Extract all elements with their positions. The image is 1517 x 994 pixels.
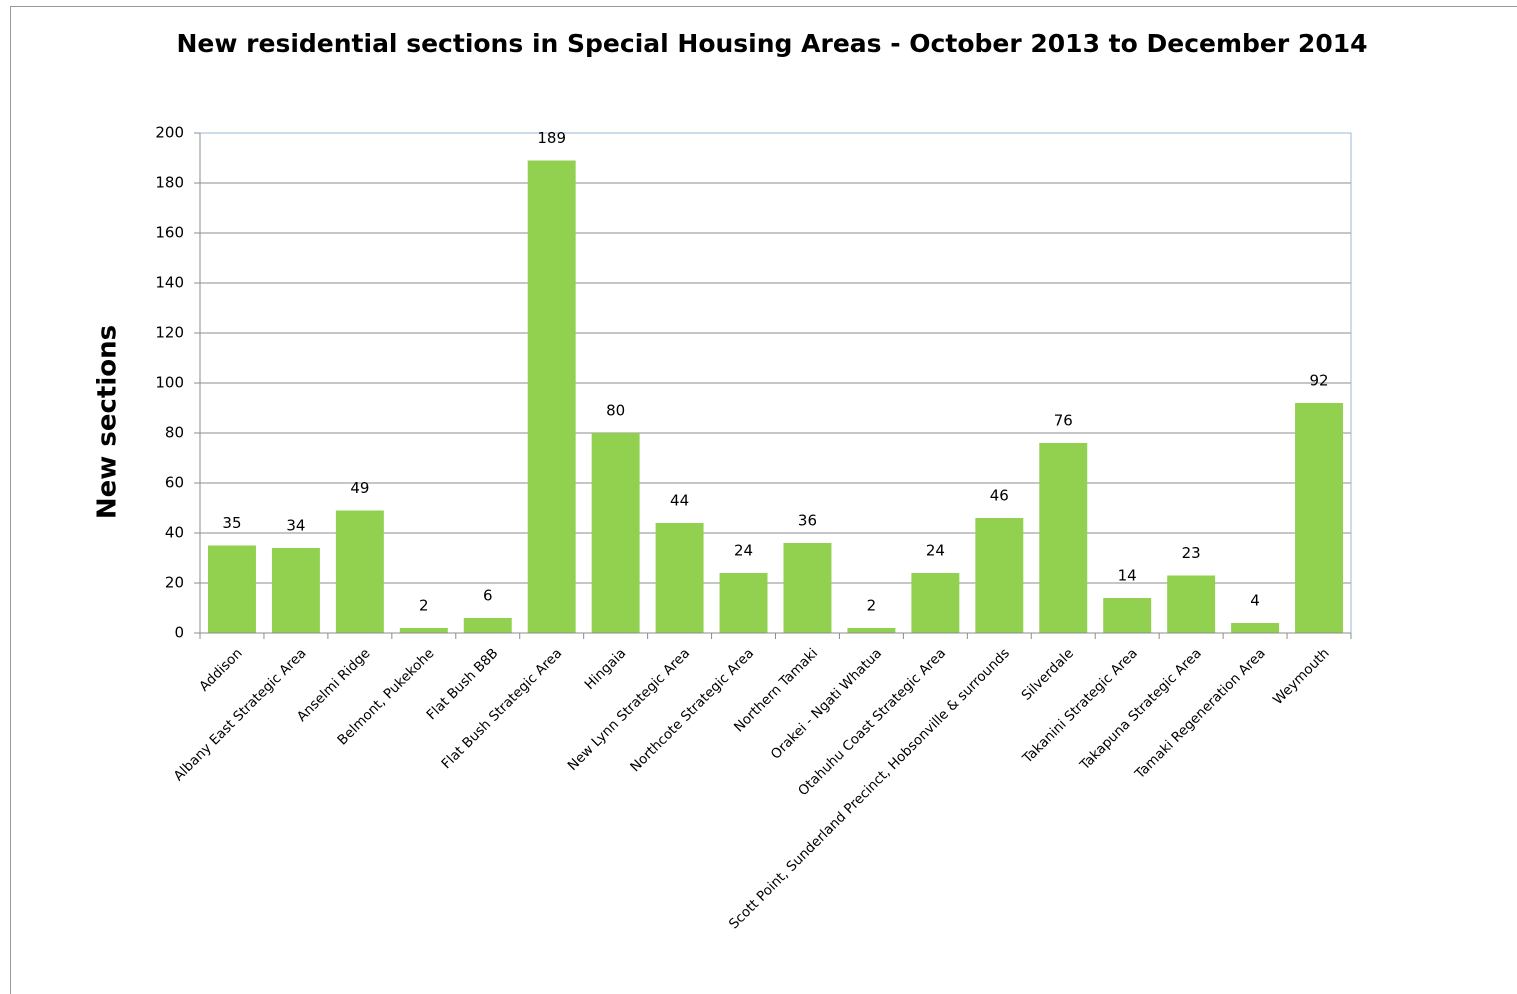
bar bbox=[1167, 575, 1216, 633]
y-axis-label: New sections bbox=[93, 325, 123, 519]
data-label: 44 bbox=[670, 492, 689, 510]
y-tick-label: 120 bbox=[155, 324, 184, 342]
bar bbox=[1295, 403, 1344, 633]
bar bbox=[527, 160, 576, 633]
bar bbox=[1039, 443, 1088, 633]
data-label: 23 bbox=[1182, 544, 1201, 562]
chart-title: New residential sections in Special Hous… bbox=[176, 29, 1367, 58]
chart-border bbox=[10, 6, 1517, 994]
y-tick-label: 100 bbox=[155, 374, 184, 392]
y-tick-label: 20 bbox=[165, 574, 184, 592]
x-tick-label: Addison bbox=[196, 645, 245, 694]
data-label: 34 bbox=[286, 517, 305, 535]
y-tick-label: 40 bbox=[165, 524, 184, 542]
bar bbox=[591, 433, 640, 633]
bar bbox=[719, 573, 768, 633]
data-label: 46 bbox=[990, 487, 1009, 505]
x-tick-label: Orakei - Ngati Whatua bbox=[768, 645, 885, 762]
data-label: 2 bbox=[867, 597, 877, 615]
bar bbox=[399, 628, 448, 633]
x-tick-label: Flat Bush Strategic Area bbox=[438, 645, 565, 772]
bar bbox=[271, 548, 320, 633]
y-tick-label: 180 bbox=[155, 174, 184, 192]
data-label: 189 bbox=[537, 129, 566, 147]
data-label: 24 bbox=[926, 542, 945, 560]
bar bbox=[207, 545, 256, 633]
bar bbox=[1231, 623, 1280, 633]
x-tick-label: Albany East Strategic Area bbox=[171, 645, 310, 784]
bar bbox=[975, 518, 1024, 633]
bar bbox=[911, 573, 960, 633]
x-tick-label: Silverdale bbox=[1019, 645, 1077, 703]
bar bbox=[783, 543, 832, 633]
x-tick-label: Weymouth bbox=[1270, 645, 1333, 708]
x-tick-label: Northcote Strategic Area bbox=[627, 645, 757, 775]
y-tick-label: 80 bbox=[165, 424, 184, 442]
y-tick-label: 200 bbox=[155, 124, 184, 142]
data-label: 80 bbox=[606, 402, 625, 420]
data-label: 92 bbox=[1309, 372, 1328, 390]
data-label: 49 bbox=[350, 479, 369, 497]
y-tick-label: 160 bbox=[155, 224, 184, 242]
data-label: 36 bbox=[798, 512, 817, 530]
data-label: 14 bbox=[1118, 567, 1137, 585]
bar bbox=[335, 510, 384, 633]
y-tick-label: 140 bbox=[155, 274, 184, 292]
data-label: 35 bbox=[222, 514, 241, 532]
x-tick-label: New Lynn Strategic Area bbox=[565, 645, 694, 774]
data-label: 24 bbox=[734, 542, 753, 560]
x-tick-label: Takanini Strategic Area bbox=[1019, 645, 1141, 767]
bar bbox=[1103, 598, 1152, 633]
data-label: 76 bbox=[1054, 412, 1073, 430]
y-tick-label: 60 bbox=[165, 474, 184, 492]
x-tick-label: Hingaia bbox=[582, 645, 630, 693]
data-label: 4 bbox=[1250, 592, 1260, 610]
bar bbox=[847, 628, 896, 633]
bar bbox=[655, 523, 704, 633]
x-tick-label: Tamaki Regeneration Area bbox=[1131, 645, 1268, 782]
y-tick-label: 0 bbox=[174, 624, 184, 642]
x-tick-label: Takapuna Strategic Area bbox=[1076, 645, 1205, 774]
data-label: 6 bbox=[483, 587, 493, 605]
data-label: 2 bbox=[419, 597, 429, 615]
bar bbox=[463, 618, 512, 633]
